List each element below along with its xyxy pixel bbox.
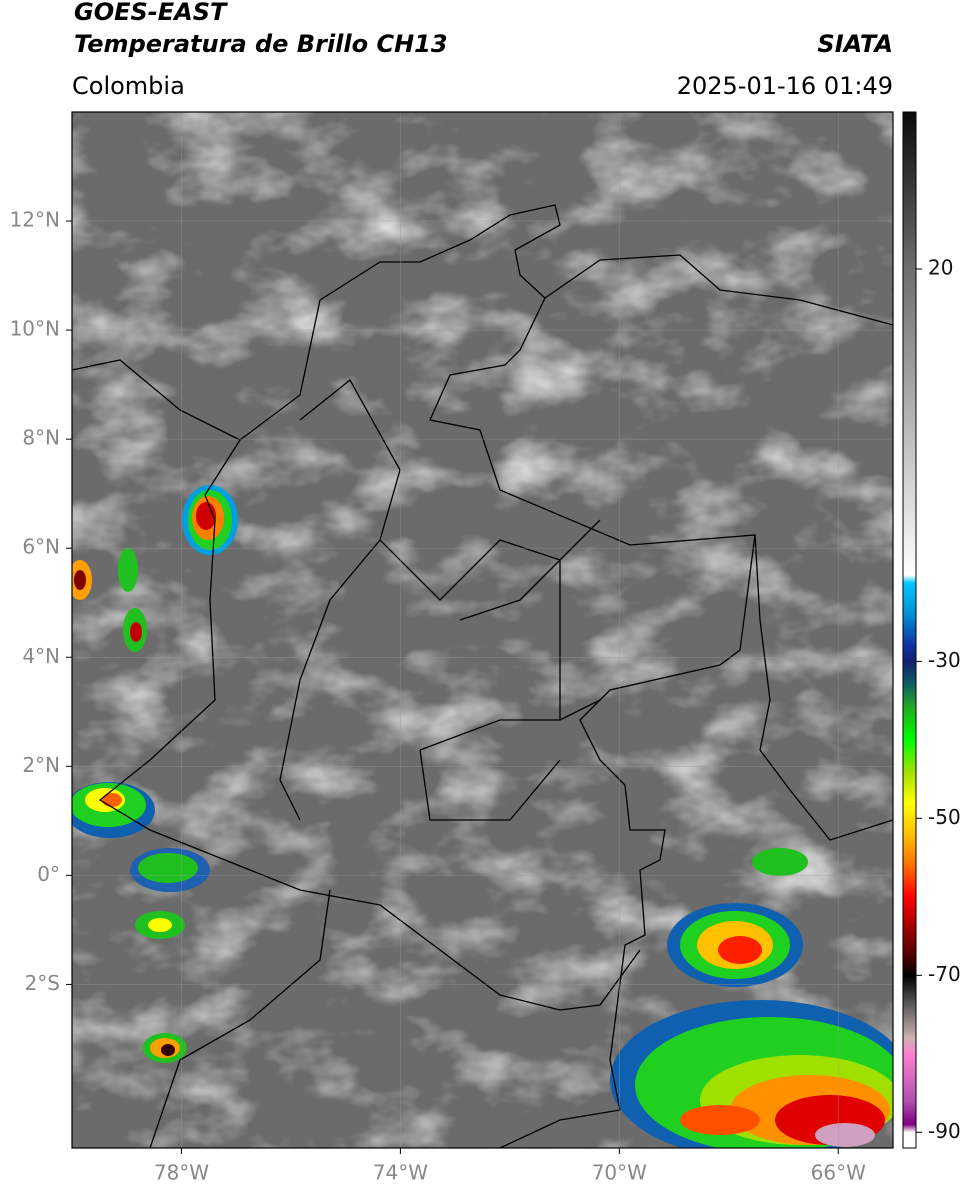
y-tick-label: 0° xyxy=(37,862,60,886)
y-tick-label: 12°N xyxy=(10,208,60,232)
colorbar-tick-label: -70 xyxy=(928,962,961,986)
storms xyxy=(72,485,893,1148)
colorbar-ticks: 20 -30 -50 -70 -90 xyxy=(916,255,961,1143)
y-tick-label: 10°N xyxy=(10,317,60,341)
clouds xyxy=(72,112,893,1148)
x-tick-label: 74°W xyxy=(373,1161,428,1185)
x-tick-label: 70°W xyxy=(592,1161,647,1185)
borders xyxy=(72,204,893,1148)
map-image xyxy=(72,112,893,1148)
x-tick-label: 66°W xyxy=(811,1161,866,1185)
map-frame xyxy=(71,111,894,1149)
source: GOES-EAST xyxy=(74,0,228,26)
x-tick-label: 78°W xyxy=(154,1161,209,1185)
y-tick-label: 6°N xyxy=(22,535,60,559)
colorbar-tick-label: -30 xyxy=(928,648,961,672)
colorbar xyxy=(902,111,917,1149)
y-tick-label: 4°N xyxy=(22,644,60,668)
colorbar-tick-label: -90 xyxy=(928,1119,961,1143)
y-tick-label: 2°N xyxy=(22,753,60,777)
region: Colombia xyxy=(72,72,185,100)
axis-ticks: 78°W 74°W 70°W 66°W 12°N 10°N 8°N 6°N 4°N 2°N 0° 2°… xyxy=(10,208,867,1185)
agency: SIATA xyxy=(817,30,893,58)
colorbar-tick-label: -50 xyxy=(928,805,961,829)
y-tick-label: 8°N xyxy=(22,426,60,450)
y-tick-label: 2°S xyxy=(25,971,60,995)
grid xyxy=(72,112,893,1148)
product: Temperatura de Brillo CH13 xyxy=(74,30,448,58)
colorbar-tick-label: 20 xyxy=(928,255,953,279)
datetime: 2025-01-16 01:49 xyxy=(677,72,893,100)
